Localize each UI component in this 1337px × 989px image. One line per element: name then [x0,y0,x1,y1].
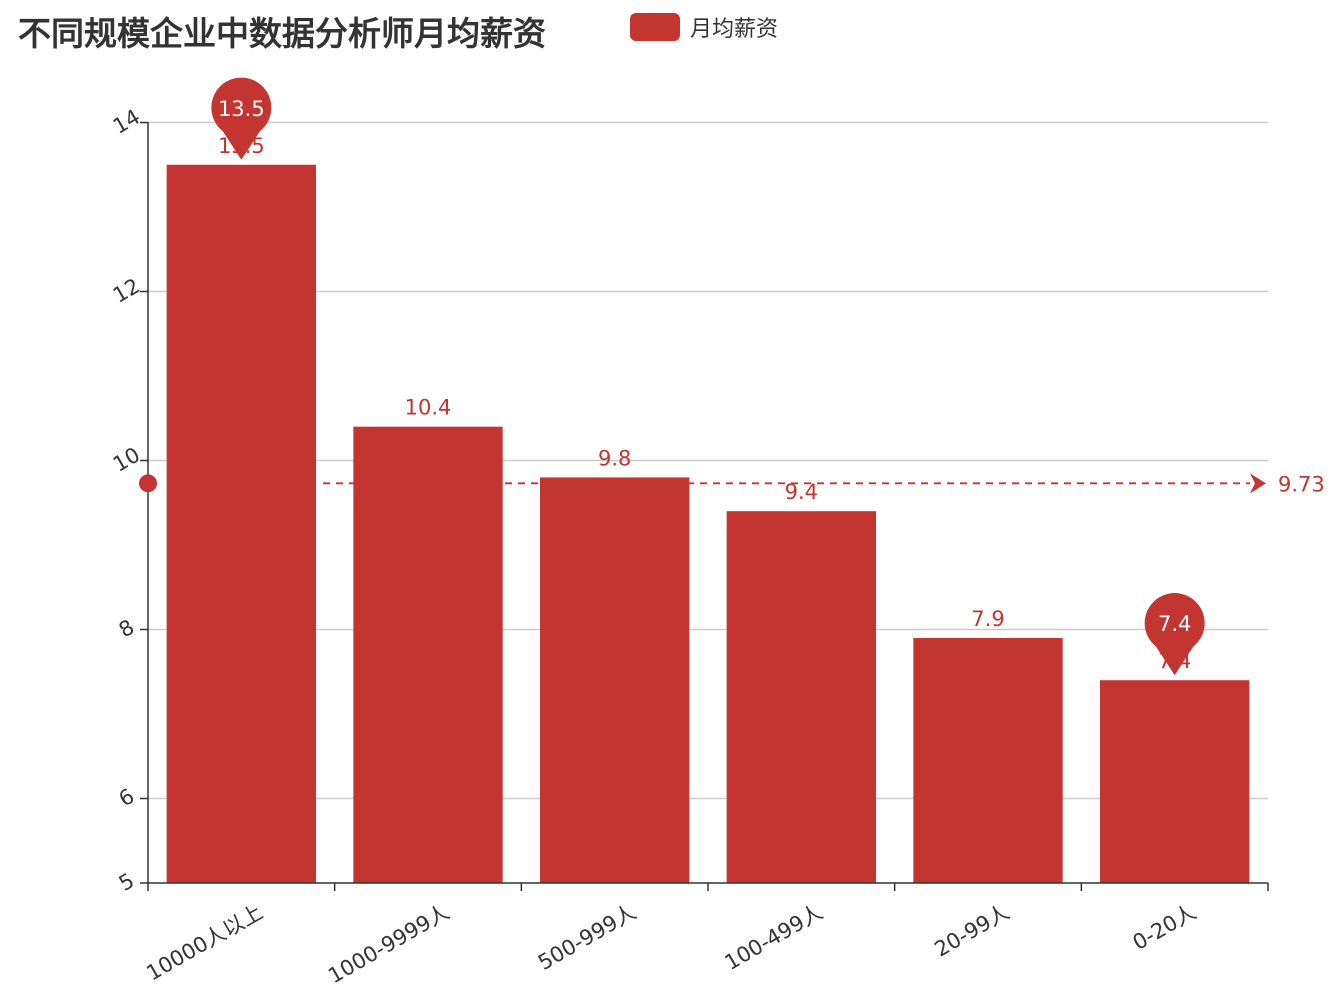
grid-layer [148,121,1268,800]
legend[interactable]: 月均薪资 [630,13,778,42]
bar-value-label: 9.8 [598,446,631,470]
y-tick-label: 8 [115,615,139,642]
bars-layer [166,164,1250,883]
mark-line-label: 9.73 [1278,472,1325,496]
legend-swatch [630,13,680,41]
x-tick-label: 1000-9999人 [324,900,453,989]
bar [726,511,876,883]
x-tick-label: 20-99人 [930,900,1013,962]
bar [540,477,690,883]
bar-value-label: 7.9 [971,607,1004,631]
bar-value-label: 9.4 [785,480,818,504]
x-tick-label: 0-20人 [1129,900,1200,955]
mark-point-label: 7.4 [1158,612,1191,636]
bar [166,164,316,883]
y-tick-label: 14 [109,105,144,139]
mark-line-start-dot [139,474,157,493]
mark-point-pin-shape [211,77,272,160]
mark-points-layer: 13.5 7.4 [211,77,1205,676]
mark-point-label: 13.5 [218,97,265,121]
bar-value-label: 10.4 [405,396,452,420]
mark-point-pin: 7.4 [1144,593,1205,676]
y-tick-label: 10 [109,443,144,477]
bar [353,426,503,883]
bar [913,637,1063,883]
chart-title: 不同规模企业中数据分析师月均薪资 [18,14,546,53]
bar [1100,680,1250,883]
x-tick-label: 10000人以上 [142,900,266,986]
x-tick-label: 500-999人 [534,900,640,975]
legend-label: 月均薪资 [690,17,778,42]
y-tick-label: 12 [109,274,144,308]
y-tick-label: 5 [115,868,139,895]
x-tick-label: 100-499人 [721,900,827,975]
y-tick-label: 6 [115,784,139,811]
mark-point-pin-shape [1144,593,1205,676]
mark-point-pin: 13.5 [211,77,272,160]
mark-line-layer: 9.73 [139,472,1325,496]
mark-line-arrow [1250,473,1266,494]
